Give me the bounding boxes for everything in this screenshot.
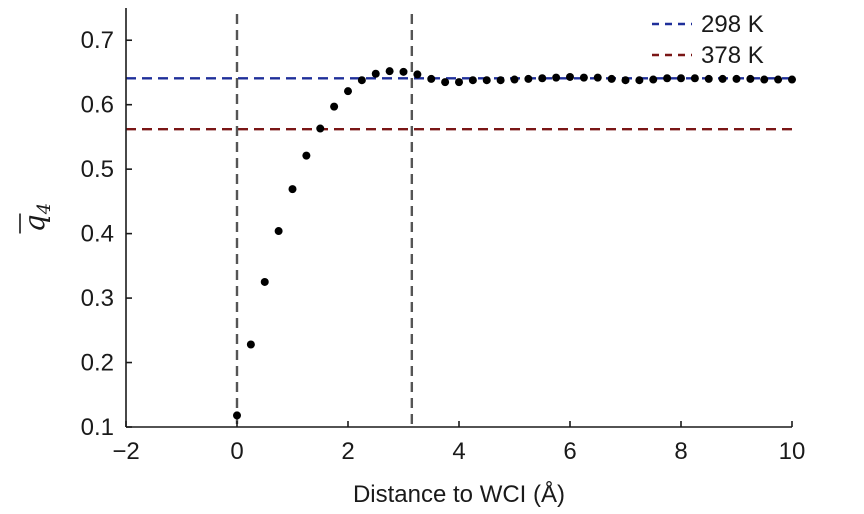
svg-text:q4: q4 [18,203,55,232]
x-tick-label: 4 [452,438,465,465]
data-point [510,75,519,84]
x-tick-label: 8 [674,438,687,465]
data-point [621,76,630,85]
x-tick-label: −2 [112,438,139,465]
data-point [399,67,408,76]
data-point [607,74,616,83]
data-point [663,74,672,83]
data-point [524,74,533,83]
data-points [233,67,796,420]
data-point [371,69,380,78]
data-point [566,72,574,81]
data-point [649,75,658,84]
data-point [746,74,755,83]
data-point [482,76,491,85]
data-point [690,74,699,83]
data-point [704,74,713,83]
data-point [385,67,394,76]
data-point [732,74,741,83]
data-point [788,75,796,84]
y-tick-label: 0.1 [81,414,114,441]
data-point [552,73,561,82]
legend-label: 378 K [701,42,764,69]
data-point [455,78,463,87]
legend-label: 298 K [701,11,764,38]
data-point [579,73,588,82]
data-point [260,277,269,286]
data-point [774,75,783,84]
legend: 298 K 378 K [652,11,764,69]
x-tick-label: 6 [563,438,576,465]
y-tick-label: 0.7 [81,27,114,54]
data-point [635,76,644,85]
x-tick-label: 0 [230,438,243,465]
x-ticks: −2 0 2 4 6 8 10 [112,421,805,465]
y-axis-title: q4 [18,203,55,234]
x-tick-label: 10 [779,438,806,465]
y-ticks: 0.1 0.2 0.3 0.4 0.5 0.6 0.7 [81,27,132,441]
data-point [302,151,311,160]
data-point [344,87,352,96]
data-point [593,73,602,82]
y-tick-label: 0.4 [81,221,114,248]
data-point [316,124,325,133]
data-point [718,74,727,83]
x-axis-title: Distance to WCI (Å) [353,480,565,508]
data-point [246,340,255,349]
data-point [233,411,241,420]
x-tick-label: 2 [341,438,354,465]
reference-lines [126,14,792,427]
data-point [274,227,283,236]
data-point [288,185,297,194]
y-tick-label: 0.5 [81,156,114,183]
y-axis-title-main: q [18,214,51,232]
data-point [468,76,477,85]
y-axis-title-subscript: 4 [34,203,55,215]
data-point [427,74,436,83]
y-tick-label: 0.6 [81,92,114,119]
y-tick-label: 0.2 [81,350,114,377]
axes [125,8,792,428]
y-tick-label: 0.3 [81,285,114,312]
data-point [760,75,769,84]
data-point [413,70,422,79]
data-point [538,74,547,83]
data-point [330,102,339,111]
data-point [441,78,450,87]
data-point [677,74,685,83]
data-point [357,76,366,85]
data-point [496,76,505,85]
